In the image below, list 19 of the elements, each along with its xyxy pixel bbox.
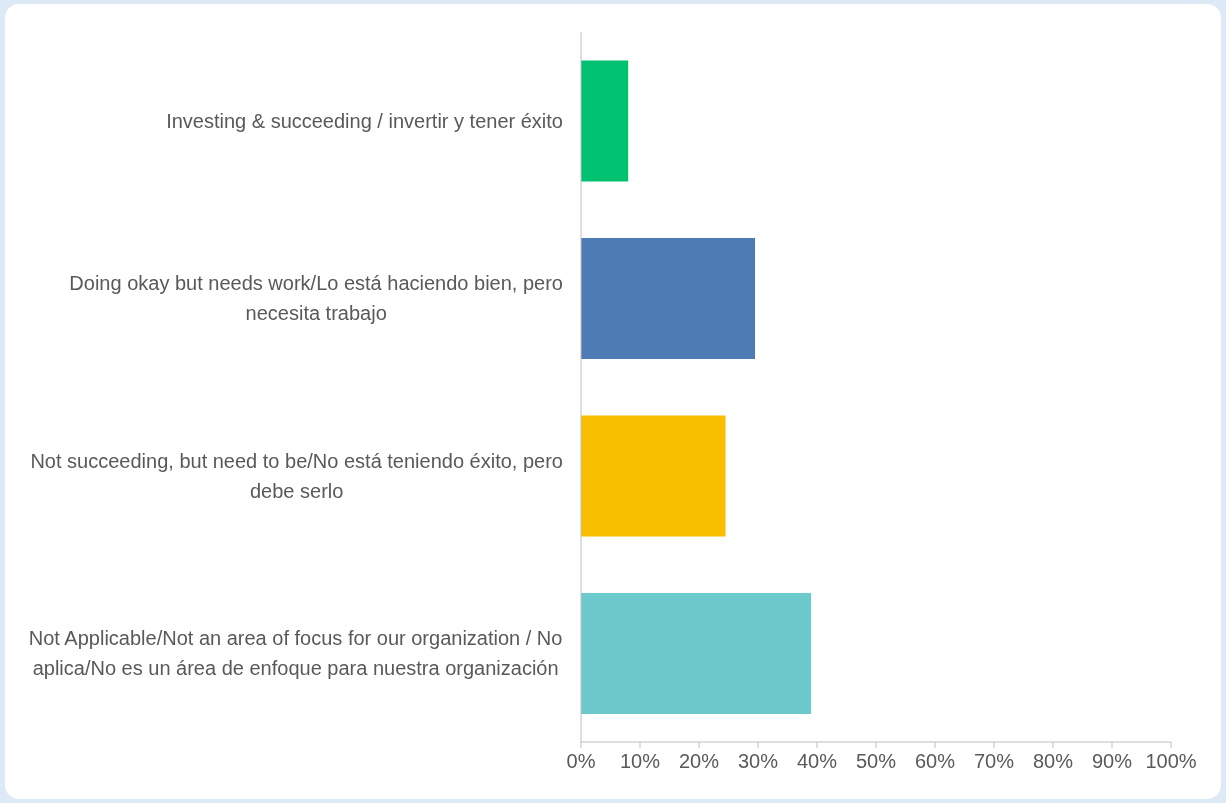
x-tick-label: 60% [914,750,956,773]
y-tick-label: Not succeeding, but need to be/No está teniendo éxito, pero debe serlo [30,449,563,502]
x-tick-label: 30% [737,750,779,773]
x-tick-label: 70% [973,750,1015,773]
x-tick-label: 80% [1032,750,1074,773]
y-tick-label: Doing okay but needs work/Lo está haciendo bien, pero necesita trabajo [69,272,563,325]
x-tick-label: 40% [796,750,838,773]
y-tick-label: Not Applicable/Not an area of focus for our organization / No aplica/No es un área de enfoque para nuestra organización [28,627,563,680]
x-tick-label: 20% [678,750,720,773]
x-tick-label: 50% [855,750,897,773]
bar [581,592,812,714]
x-tick-label: 0% [566,750,596,773]
bar [581,237,756,359]
bar [581,415,726,537]
x-tick-label: 100% [1145,750,1197,773]
y-tick-label: Investing & succeeding / invertir y tener éxito [166,109,563,132]
bar [581,60,629,182]
x-tick-label: 10% [619,750,661,773]
x-tick-label: 90% [1091,750,1133,773]
